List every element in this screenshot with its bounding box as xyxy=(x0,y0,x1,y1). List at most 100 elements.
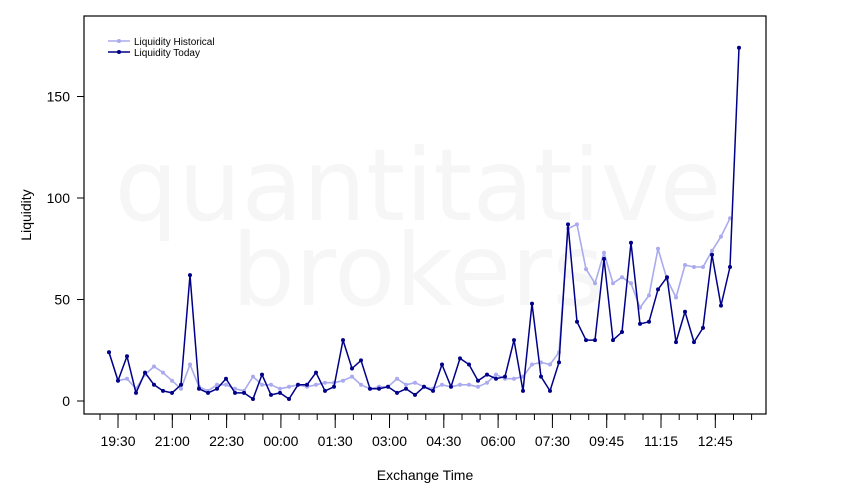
data-point-0-27 xyxy=(350,374,354,379)
data-point-1-57 xyxy=(620,330,624,334)
data-point-0-12 xyxy=(215,382,219,387)
data-point-1-10 xyxy=(197,386,201,391)
data-point-1-27 xyxy=(350,366,354,371)
plot-area xyxy=(83,15,767,415)
data-point-1-51 xyxy=(566,222,570,227)
data-point-1-58 xyxy=(629,240,633,245)
data-point-0-23 xyxy=(314,382,318,387)
x-tick-label-6: 04:30 xyxy=(426,433,461,449)
data-point-1-16 xyxy=(251,397,255,401)
data-point-1-43 xyxy=(494,376,498,381)
data-point-1-17 xyxy=(260,372,264,377)
data-point-1-1 xyxy=(116,378,120,383)
data-point-0-33 xyxy=(404,382,408,387)
x-tick-label-9: 09:45 xyxy=(589,433,624,449)
data-point-1-39 xyxy=(458,356,462,361)
data-point-1-60 xyxy=(647,319,651,324)
data-point-0-54 xyxy=(593,281,597,286)
data-point-0-19 xyxy=(278,386,282,391)
data-point-1-69 xyxy=(728,265,732,269)
y-axis-title: Liquidity xyxy=(18,189,34,240)
data-point-0-20 xyxy=(287,384,291,389)
data-point-0-53 xyxy=(584,267,588,272)
data-point-0-69 xyxy=(728,216,732,221)
x-tick-label-1: 21:00 xyxy=(155,433,190,449)
data-point-1-52 xyxy=(575,319,579,324)
data-point-0-58 xyxy=(629,281,633,286)
y-tick-label-100: 100 xyxy=(47,190,71,206)
legend-item-historical: Liquidity Historical xyxy=(108,37,215,48)
data-point-1-64 xyxy=(683,309,687,314)
data-point-1-53 xyxy=(584,338,588,343)
data-point-1-32 xyxy=(395,390,399,395)
data-point-0-40 xyxy=(467,382,471,387)
data-point-1-49 xyxy=(548,388,552,393)
series-today xyxy=(107,45,741,401)
data-point-1-24 xyxy=(323,388,327,393)
data-point-0-60 xyxy=(647,293,651,298)
data-point-1-30 xyxy=(377,386,381,391)
watermark: quantitative brokers xyxy=(115,127,722,329)
x-tick-label-2: 22:30 xyxy=(209,433,244,449)
data-point-0-9 xyxy=(188,362,192,367)
x-tick-label-0: 19:30 xyxy=(100,433,135,449)
data-point-0-18 xyxy=(269,382,273,387)
data-point-1-18 xyxy=(269,392,273,397)
data-point-1-31 xyxy=(386,384,390,389)
data-point-1-55 xyxy=(602,256,606,261)
data-point-0-26 xyxy=(341,378,345,383)
data-point-1-26 xyxy=(341,338,345,343)
data-point-1-54 xyxy=(593,338,597,343)
data-point-0-52 xyxy=(575,222,579,227)
data-point-0-45 xyxy=(512,376,516,381)
x-tick-label-11: 12:45 xyxy=(698,433,733,449)
data-point-1-67 xyxy=(710,252,714,257)
legend-item-today: Liquidity Today xyxy=(108,48,200,59)
x-axis: 19:30 21:00 22:30 00:00 01:30 03:00 04:30 06:00… xyxy=(99,414,753,449)
legend-marker-today xyxy=(117,50,121,54)
legend-label-today: Liquidity Today xyxy=(134,48,200,59)
data-point-1-21 xyxy=(296,382,300,387)
data-point-1-66 xyxy=(701,325,705,330)
data-point-0-57 xyxy=(620,275,624,280)
data-point-1-3 xyxy=(134,390,138,395)
x-tick-label-10: 11:15 xyxy=(644,433,678,449)
data-point-1-62 xyxy=(665,275,669,280)
watermark-line2: brokers xyxy=(232,212,605,329)
data-point-1-4 xyxy=(143,370,147,375)
data-point-1-42 xyxy=(485,372,489,377)
data-point-1-45 xyxy=(512,338,516,343)
data-point-0-16 xyxy=(251,374,255,379)
data-point-1-25 xyxy=(332,384,336,389)
data-point-1-8 xyxy=(179,382,183,387)
data-point-1-46 xyxy=(521,388,525,393)
data-point-0-66 xyxy=(701,265,705,269)
data-point-1-7 xyxy=(170,390,174,395)
y-tick-label-0: 0 xyxy=(62,393,70,409)
data-point-1-35 xyxy=(422,384,426,389)
data-point-0-41 xyxy=(476,384,480,389)
data-point-1-50 xyxy=(557,360,561,365)
data-point-1-59 xyxy=(638,321,642,326)
data-point-0-42 xyxy=(485,380,489,385)
data-point-0-17 xyxy=(260,382,264,387)
data-point-1-40 xyxy=(467,362,471,367)
x-axis-title: Exchange Time xyxy=(377,467,474,483)
y-axis: 0 50 100 150 xyxy=(47,89,84,409)
data-point-0-28 xyxy=(359,382,363,387)
data-point-1-19 xyxy=(278,390,282,395)
data-point-1-63 xyxy=(674,340,678,345)
data-point-1-13 xyxy=(224,376,228,381)
x-tick-label-5: 03:00 xyxy=(372,433,407,449)
data-point-1-23 xyxy=(314,370,318,375)
data-point-0-63 xyxy=(674,295,678,300)
data-point-1-20 xyxy=(287,397,291,401)
data-point-0-65 xyxy=(692,265,696,269)
data-point-0-39 xyxy=(458,382,462,387)
data-point-1-65 xyxy=(692,340,696,345)
data-point-1-56 xyxy=(611,338,615,343)
y-tick-label-50: 50 xyxy=(54,292,70,308)
data-point-1-29 xyxy=(368,386,372,391)
data-point-0-55 xyxy=(602,250,606,255)
data-point-0-49 xyxy=(548,362,552,367)
